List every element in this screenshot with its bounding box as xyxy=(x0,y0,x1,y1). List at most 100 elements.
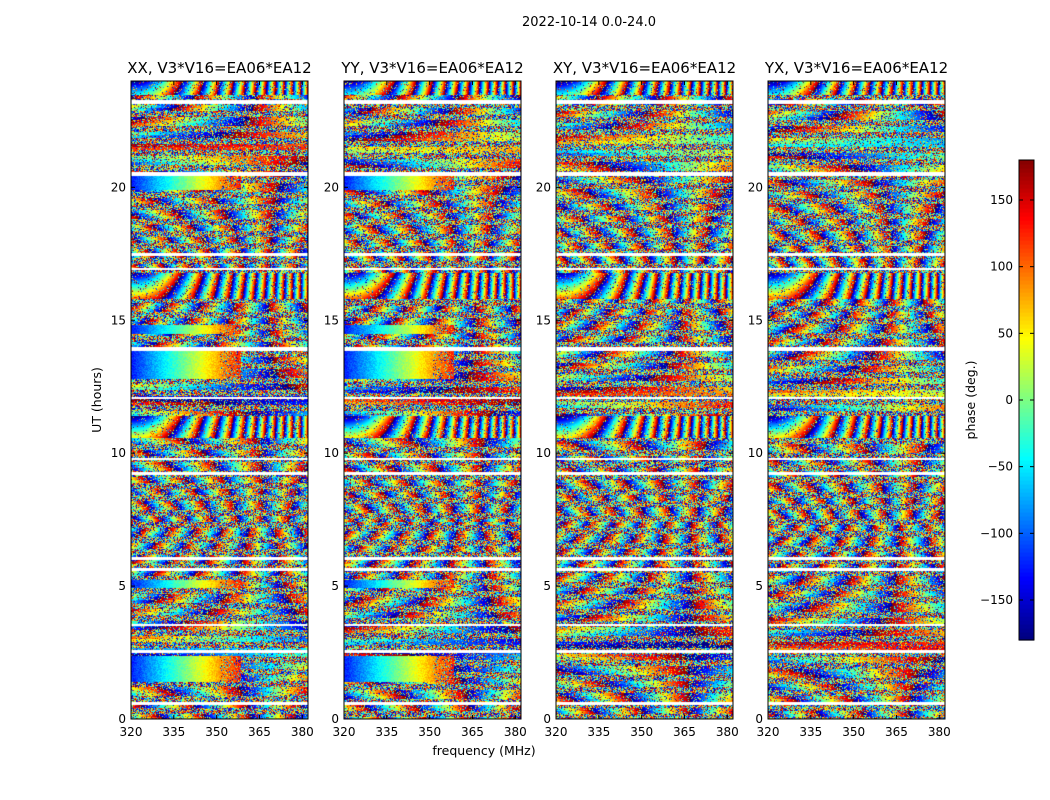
colorbar-segment xyxy=(1019,292,1034,297)
colorbar-segment xyxy=(1019,284,1034,289)
colorbar-segment xyxy=(1019,348,1034,353)
colorbar-segment xyxy=(1019,560,1034,565)
colorbar: 150 100 50 0 −50 −100 −150 xyxy=(980,159,1035,641)
x-tick-label: 335 xyxy=(799,725,822,739)
colorbar-segment xyxy=(1019,608,1034,613)
panel-title: XX, V3*V16=EA06*EA12 xyxy=(127,59,311,77)
colorbar-segment xyxy=(1019,344,1034,349)
colorbar-segment xyxy=(1019,552,1034,557)
colorbar-segment xyxy=(1019,444,1034,449)
y-tick-label: 10 xyxy=(324,446,339,460)
colorbar-segment xyxy=(1019,304,1034,309)
colorbar-segment xyxy=(1019,524,1034,529)
x-tick-label: 335 xyxy=(375,725,398,739)
y-tick-label: 0 xyxy=(543,712,551,726)
x-tick-label: 335 xyxy=(162,725,185,739)
colorbar-segment xyxy=(1019,616,1034,621)
colorbar-segment xyxy=(1019,612,1034,617)
colorbar-segment xyxy=(1019,384,1034,389)
x-tick-label: 350 xyxy=(842,725,865,739)
colorbar-segment xyxy=(1019,540,1034,545)
colorbar-segment xyxy=(1019,408,1034,413)
y-tick-label: 15 xyxy=(536,313,551,327)
colorbar-segment xyxy=(1019,504,1034,509)
y-tick-label: 20 xyxy=(111,180,126,194)
colorbar-segment xyxy=(1019,184,1034,189)
colorbar-segment xyxy=(1019,380,1034,385)
colorbar-segment xyxy=(1019,460,1034,465)
y-tick-label: 0 xyxy=(118,712,126,726)
y-tick-label: 0 xyxy=(755,712,763,726)
colorbar-segment xyxy=(1019,324,1034,329)
x-tick-label: 365 xyxy=(461,725,484,739)
x-tick-label: 380 xyxy=(504,725,527,739)
x-tick-label: 350 xyxy=(418,725,441,739)
colorbar-segment xyxy=(1019,212,1034,217)
colorbar-segment xyxy=(1019,232,1034,237)
colorbar-segment xyxy=(1019,532,1034,537)
colorbar-segment xyxy=(1019,412,1034,417)
y-axis-label: UT (hours) xyxy=(89,367,104,433)
colorbar-segment xyxy=(1019,296,1034,301)
colorbar-segment xyxy=(1019,164,1034,169)
colorbar-segment xyxy=(1019,420,1034,425)
panel-frame xyxy=(130,80,309,720)
colorbar-tick-label: 150 xyxy=(990,193,1013,207)
y-tick-label: 15 xyxy=(111,313,126,327)
x-axis-label: frequency (MHz) xyxy=(432,743,535,758)
colorbar-segment xyxy=(1019,500,1034,505)
colorbar-segment xyxy=(1019,520,1034,525)
colorbar-segment xyxy=(1019,480,1034,485)
colorbar-segment xyxy=(1019,328,1034,333)
colorbar-segment xyxy=(1019,240,1034,245)
colorbar-segment xyxy=(1019,576,1034,581)
colorbar-segment xyxy=(1019,544,1034,549)
colorbar-segment xyxy=(1019,580,1034,585)
x-tick-label: 380 xyxy=(716,725,739,739)
colorbar-segment xyxy=(1019,220,1034,225)
colorbar-segment xyxy=(1019,396,1034,401)
y-tick-label: 5 xyxy=(118,579,126,593)
y-tick-label: 5 xyxy=(331,579,339,593)
colorbar-segment xyxy=(1019,268,1034,273)
colorbar-segment xyxy=(1019,512,1034,517)
panel-xy: XY, V3*V16=EA06*EA12 320 335 350 365 380 0 5 10 1… xyxy=(536,59,739,739)
x-tick-label: 365 xyxy=(673,725,696,739)
colorbar-segment xyxy=(1019,208,1034,213)
colorbar-segment xyxy=(1019,204,1034,209)
y-tick-label: 0 xyxy=(331,712,339,726)
y-tick-label: 10 xyxy=(111,446,126,460)
y-tick-label: 10 xyxy=(748,446,763,460)
colorbar-segment xyxy=(1019,456,1034,461)
colorbar-tick-label: 100 xyxy=(990,260,1013,274)
panel-xx: XX, V3*V16=EA06*EA12 320 335 350 365 380 0 5 10 1… xyxy=(111,59,314,739)
panel-yx: YX, V3*V16=EA06*EA12 320 335 350 365 380 0 5 10 1… xyxy=(748,59,951,739)
colorbar-segment xyxy=(1019,288,1034,293)
colorbar-segment xyxy=(1019,160,1034,165)
colorbar-segment xyxy=(1019,320,1034,325)
colorbar-segment xyxy=(1019,252,1034,257)
colorbar-segment xyxy=(1019,200,1034,205)
colorbar-segment xyxy=(1019,388,1034,393)
colorbar-segment xyxy=(1019,216,1034,221)
colorbar-segment xyxy=(1019,312,1034,317)
colorbar-segment xyxy=(1019,340,1034,345)
colorbar-segment xyxy=(1019,368,1034,373)
colorbar-segment xyxy=(1019,400,1034,405)
colorbar-segment xyxy=(1019,264,1034,269)
colorbar-segment xyxy=(1019,280,1034,285)
colorbar-segment xyxy=(1019,476,1034,481)
panels-group: XX, V3*V16=EA06*EA12 320 335 350 365 380 0 5 10 1… xyxy=(111,59,951,739)
colorbar-segment xyxy=(1019,600,1034,605)
panel-title: YY, V3*V16=EA06*EA12 xyxy=(340,59,523,77)
panel-title: YX, V3*V16=EA06*EA12 xyxy=(764,59,948,77)
x-tick-label: 320 xyxy=(757,725,780,739)
colorbar-segment xyxy=(1019,516,1034,521)
heatmap-yy xyxy=(344,81,521,719)
colorbar-segment xyxy=(1019,436,1034,441)
colorbar-segment xyxy=(1019,536,1034,541)
colorbar-segment xyxy=(1019,596,1034,601)
colorbar-segment xyxy=(1019,308,1034,313)
colorbar-segment xyxy=(1019,588,1034,593)
